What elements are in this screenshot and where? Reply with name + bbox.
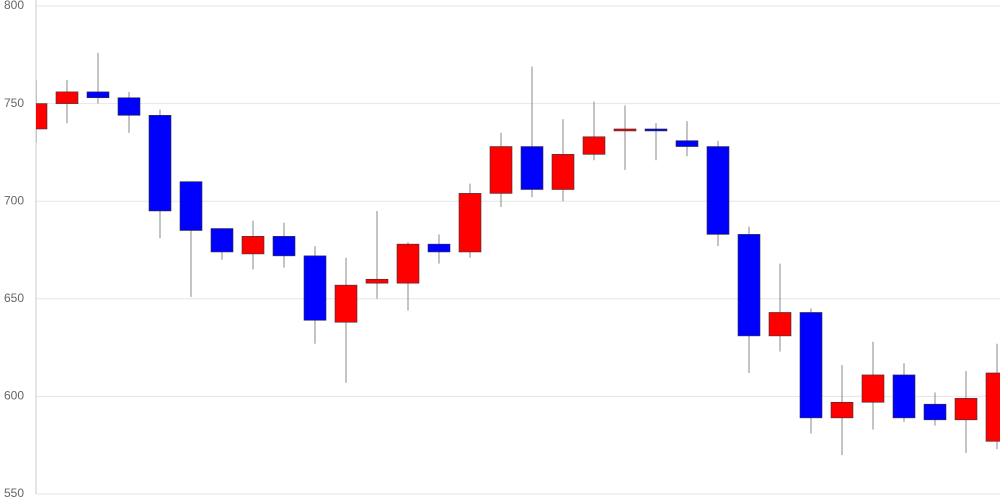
candle-body [179,181,203,231]
candle-body [551,154,575,190]
candle-body [675,140,699,147]
candle-body [706,146,730,235]
candle-body [954,398,978,421]
labels: 550 600 650 700 750 800 [4,0,24,500]
candle-body [737,234,761,337]
candle-body [117,97,141,116]
candle-body [458,193,482,253]
candle-body [799,312,823,419]
candle-body [36,103,48,130]
candle-body [830,401,854,419]
y-tick-label: 550 [4,486,24,500]
candle-body [303,255,327,321]
candle-body [396,243,420,284]
candles [36,52,1000,455]
candle-body [148,115,172,212]
candle-body [768,312,792,337]
y-tick-label: 600 [4,389,24,403]
y-tick-label: 800 [4,0,24,12]
candle-body [520,146,544,190]
candle-body [210,228,234,253]
y-tick-label: 750 [4,96,24,110]
candle-body [613,128,637,132]
candle-body [365,278,389,284]
candle-body [892,374,916,419]
candle-body [272,236,296,257]
candle-body [861,374,885,403]
candle-body [489,146,513,194]
candle-body [644,128,668,132]
candle-body [55,91,79,104]
candle-body [923,403,947,421]
candle-body [427,243,451,253]
y-tick-label: 650 [4,291,24,305]
candle-body [985,372,1000,442]
candle-body [334,284,358,323]
candle-body [86,91,110,99]
candle-body [582,136,606,155]
y-tick-label: 700 [4,193,24,207]
candle-body [241,236,265,255]
grid [35,0,1000,495]
